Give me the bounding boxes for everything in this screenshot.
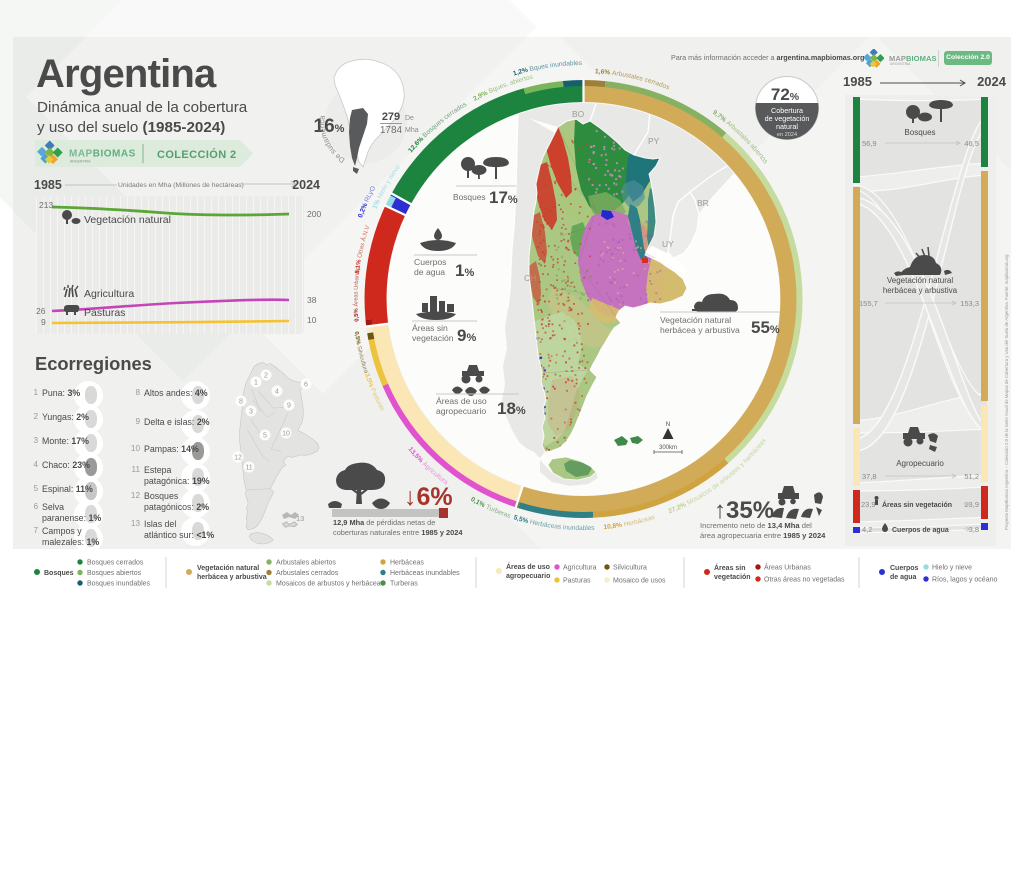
svg-text:herbácea y arbustiva: herbácea y arbustiva — [883, 286, 958, 295]
svg-text:0,5% Áreas Urbanas: 0,5% Áreas Urbanas — [353, 267, 362, 321]
svg-text:De: De — [405, 115, 414, 122]
svg-text:Bosques abiertos: Bosques abiertos — [87, 570, 142, 577]
svg-text:Bosques: Bosques — [904, 128, 935, 137]
svg-text:Bosques inundables: Bosques inundables — [87, 581, 151, 588]
svg-text:de vegetación: de vegetación — [765, 114, 810, 123]
svg-text:N: N — [666, 421, 671, 428]
svg-text:Mosaicos de arbustos y herbáce: Mosaicos de arbustos y herbáceas — [276, 581, 385, 588]
svg-text:Pasturas: Pasturas — [84, 307, 125, 319]
svg-text:MAPBIOMAS: MAPBIOMAS — [69, 149, 136, 160]
svg-text:46,5: 46,5 — [964, 139, 979, 148]
svg-text:10: 10 — [282, 431, 290, 438]
svg-text:11: 11 — [245, 465, 252, 472]
svg-text:4: 4 — [275, 389, 279, 396]
svg-text:Áreas de uso: Áreas de uso — [436, 396, 487, 406]
svg-text:Bosques: Bosques — [453, 192, 486, 202]
svg-text:6: 6 — [304, 382, 308, 389]
svg-text:Vegetación natural: Vegetación natural — [197, 565, 259, 572]
svg-text:4,2: 4,2 — [862, 525, 872, 534]
svg-text:Turberas: Turberas — [390, 581, 418, 588]
svg-text:Cobertura: Cobertura — [771, 106, 803, 115]
svg-text:Áreas Urbanas: Áreas Urbanas — [764, 563, 811, 572]
svg-text:279: 279 — [382, 111, 400, 123]
svg-text:Vegetación natural: Vegetación natural — [660, 315, 731, 325]
svg-text:BO: BO — [572, 109, 585, 119]
svg-text:Agricultura: Agricultura — [563, 565, 597, 572]
svg-text:12: 12 — [234, 455, 242, 462]
svg-text:Pasturas: Pasturas — [563, 578, 591, 585]
svg-text:herbácea y arbustiva: herbácea y arbustiva — [660, 325, 740, 335]
svg-text:UY: UY — [662, 239, 674, 249]
svg-text:Arbustales cerrados: Arbustales cerrados — [276, 570, 339, 577]
svg-text:155,7: 155,7 — [859, 299, 878, 308]
svg-text:9: 9 — [287, 403, 291, 410]
svg-text:COLECCIÓN 2: COLECCIÓN 2 — [157, 148, 237, 161]
svg-text:Otras áreas no vegetadas: Otras áreas no vegetadas — [764, 577, 845, 584]
svg-text:Mosaico de usos: Mosaico de usos — [613, 578, 666, 585]
svg-text:1784: 1784 — [380, 125, 403, 136]
svg-text:Arbustales abiertos: Arbustales abiertos — [276, 560, 336, 567]
svg-text:Cuerpos: Cuerpos — [890, 565, 919, 572]
svg-text:de agua: de agua — [890, 574, 917, 581]
svg-text:51,2: 51,2 — [964, 472, 979, 481]
svg-text:Agricultura: Agricultura — [84, 288, 134, 300]
svg-text:3: 3 — [249, 409, 253, 416]
svg-text:Cuerpos: Cuerpos — [414, 257, 446, 267]
svg-text:Hielo y nieve: Hielo y nieve — [932, 565, 972, 572]
svg-text:153,3: 153,3 — [960, 299, 979, 308]
svg-text:Herbáceas inundables: Herbáceas inundables — [390, 570, 460, 577]
svg-text:37,8: 37,8 — [862, 472, 877, 481]
svg-text:56,9: 56,9 — [862, 139, 877, 148]
svg-text:5: 5 — [263, 433, 267, 440]
svg-text:herbácea y arbustiva: herbácea y arbustiva — [197, 574, 267, 581]
svg-text:BR: BR — [697, 198, 709, 208]
svg-text:vegetación: vegetación — [412, 333, 454, 343]
svg-text:Áreas sin: Áreas sin — [412, 323, 448, 333]
svg-text:agropecuario: agropecuario — [506, 573, 550, 580]
svg-text:Mha: Mha — [405, 127, 419, 134]
svg-text:en 2024: en 2024 — [777, 132, 797, 138]
svg-text:de agua: de agua — [414, 267, 445, 277]
svg-text:13: 13 — [296, 514, 304, 523]
svg-text:ARGENTINA: ARGENTINA — [70, 160, 91, 164]
svg-text:natural: natural — [776, 122, 798, 131]
svg-text:23,9: 23,9 — [861, 500, 876, 509]
svg-text:PY: PY — [648, 136, 660, 146]
svg-text:Bosques cerrados: Bosques cerrados — [87, 560, 144, 567]
svg-text:1: 1 — [254, 380, 258, 387]
svg-text:CH: CH — [524, 273, 536, 283]
svg-text:agropecuario: agropecuario — [436, 406, 486, 416]
svg-text:Áreas sin: Áreas sin — [714, 563, 746, 572]
svg-text:Ríos, lagos y océano: Ríos, lagos y océano — [932, 577, 997, 584]
svg-text:Vegetación natural: Vegetación natural — [84, 214, 171, 226]
svg-text:Silvicultura: Silvicultura — [613, 565, 647, 572]
svg-text:300km: 300km — [659, 445, 677, 451]
svg-text:Áreas de uso: Áreas de uso — [506, 562, 550, 571]
svg-text:Agropecuario: Agropecuario — [896, 459, 944, 468]
svg-text:vegetación: vegetación — [714, 574, 751, 581]
svg-text:2: 2 — [264, 373, 268, 380]
svg-text:Áreas sin vegetación: Áreas sin vegetación — [882, 500, 952, 509]
svg-text:Vegetación natural: Vegetación natural — [887, 276, 953, 285]
svg-text:Bosques: Bosques — [44, 570, 74, 577]
svg-text:8: 8 — [239, 399, 243, 406]
svg-text:23,9: 23,9 — [964, 500, 979, 509]
svg-text:Cuerpos de agua: Cuerpos de agua — [892, 527, 949, 534]
svg-text:3,8: 3,8 — [969, 525, 979, 534]
svg-text:Herbáceas: Herbáceas — [390, 560, 424, 567]
